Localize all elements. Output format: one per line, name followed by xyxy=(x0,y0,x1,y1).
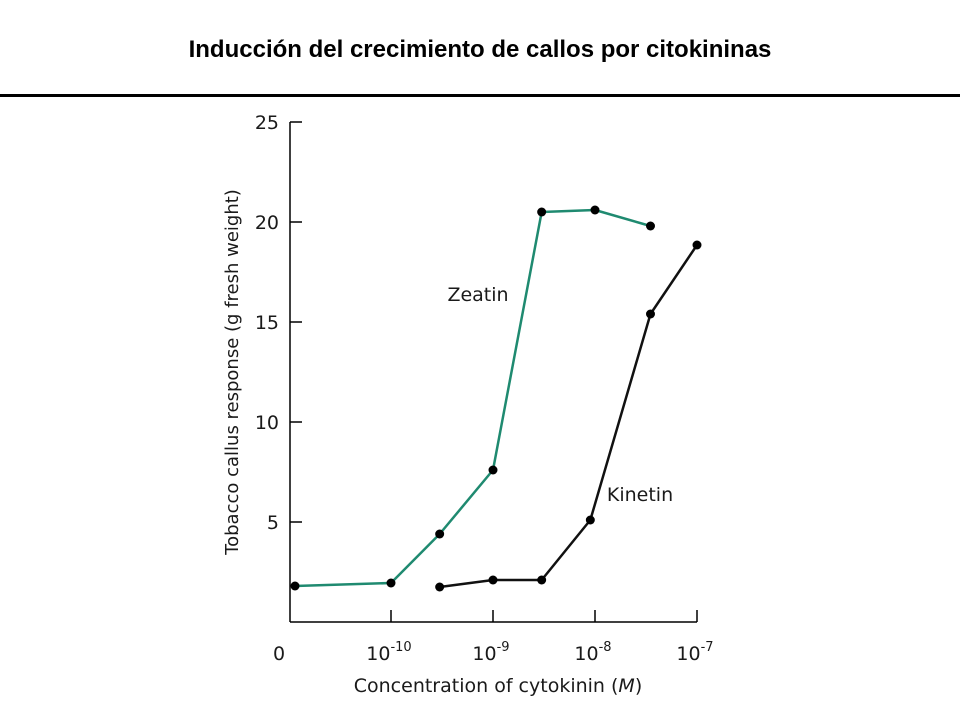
kinetin-point xyxy=(435,582,445,592)
chart-series xyxy=(290,205,702,592)
zeatin-point xyxy=(386,578,396,588)
x-tick-label: 10-9 xyxy=(472,640,509,665)
zeatin-point xyxy=(435,529,445,539)
y-tick-label: 25 xyxy=(255,112,279,134)
kinetin-point xyxy=(645,309,655,319)
kinetin-series-label: Kinetin xyxy=(607,484,673,506)
y-tick-label: 10 xyxy=(255,412,279,434)
kinetin-point xyxy=(692,240,702,250)
zeatin-point xyxy=(488,465,498,475)
x-tick-label: 10-10 xyxy=(366,640,411,665)
x-axis-ticks: 0 10-10 10-9 10-8 10-7 xyxy=(273,610,714,665)
zeatin-point xyxy=(645,221,655,231)
zeatin-point xyxy=(537,207,547,217)
kinetin-line xyxy=(439,244,699,589)
slide-title: Inducción del crecimiento de callos por … xyxy=(188,36,772,63)
x-axis-label: Concentration of cytokinin (M) xyxy=(354,675,643,697)
zeatin-line xyxy=(294,208,651,588)
x-tick-label: 10-8 xyxy=(574,640,611,665)
kinetin-point xyxy=(537,575,547,585)
zeatin-point xyxy=(290,581,300,591)
kinetin-point xyxy=(488,575,498,585)
zeatin-point xyxy=(590,205,600,215)
y-tick-label: 15 xyxy=(255,312,279,334)
zeatin-series-label: Zeatin xyxy=(447,284,508,306)
y-tick-label: 5 xyxy=(267,512,279,534)
kinetin-point xyxy=(585,515,595,525)
y-axis-label: Tobacco callus response (g fresh weight) xyxy=(222,189,243,556)
title-divider xyxy=(0,94,960,97)
x-tick-label: 0 xyxy=(273,643,285,665)
y-axis-ticks: 5 10 15 20 25 xyxy=(255,112,302,534)
y-tick-label: 20 xyxy=(255,212,279,234)
chart-axes xyxy=(289,122,697,623)
x-tick-label: 10-7 xyxy=(676,640,713,665)
